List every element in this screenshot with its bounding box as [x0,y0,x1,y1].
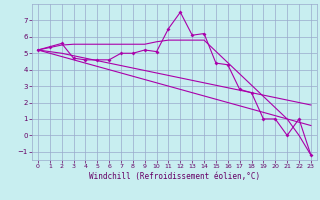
X-axis label: Windchill (Refroidissement éolien,°C): Windchill (Refroidissement éolien,°C) [89,172,260,181]
